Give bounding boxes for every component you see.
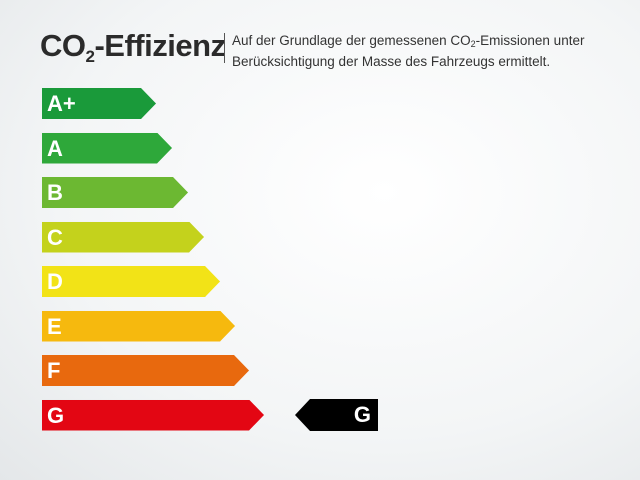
efficiency-bar-D: D [42,266,220,297]
divider [224,33,225,63]
bar-label: A [47,135,63,161]
efficiency-bar-B: B [42,177,188,208]
efficiency-bar-Aplus: A+ [42,88,156,119]
desc-text: -Emissionen unter [475,33,585,48]
bar-label: G [47,402,65,428]
efficiency-bar-F: F [42,355,249,386]
desc-sub: 2 [470,39,476,49]
bar-label: E [47,313,62,339]
description-line1: Auf der Grundlage der gemessenen CO2-Emi… [232,32,584,53]
rating-label: G [353,402,371,427]
efficiency-bar-A: A [42,133,172,164]
bar-label: C [47,224,63,250]
page-title: CO2-Effizienz [40,28,226,67]
rating-indicator: G [295,399,378,431]
bar-label: F [47,358,61,383]
title-prefix: CO [40,28,86,63]
bar-label: A+ [47,91,76,116]
efficiency-bar-G: G [42,400,264,431]
description: Auf der Grundlage der gemessenen CO2-Emi… [232,32,584,70]
desc-text: Auf der Grundlage der gemessenen CO [232,33,471,48]
efficiency-bar-E: E [42,311,235,342]
efficiency-bar-C: C [42,222,204,253]
title-subscript: 2 [85,47,95,66]
bar-label: D [47,269,63,294]
title-suffix: -Effizienz [94,28,226,63]
bar-label: B [47,180,63,205]
description-line2: Berücksichtigung der Masse des Fahrzeugs… [232,54,551,69]
